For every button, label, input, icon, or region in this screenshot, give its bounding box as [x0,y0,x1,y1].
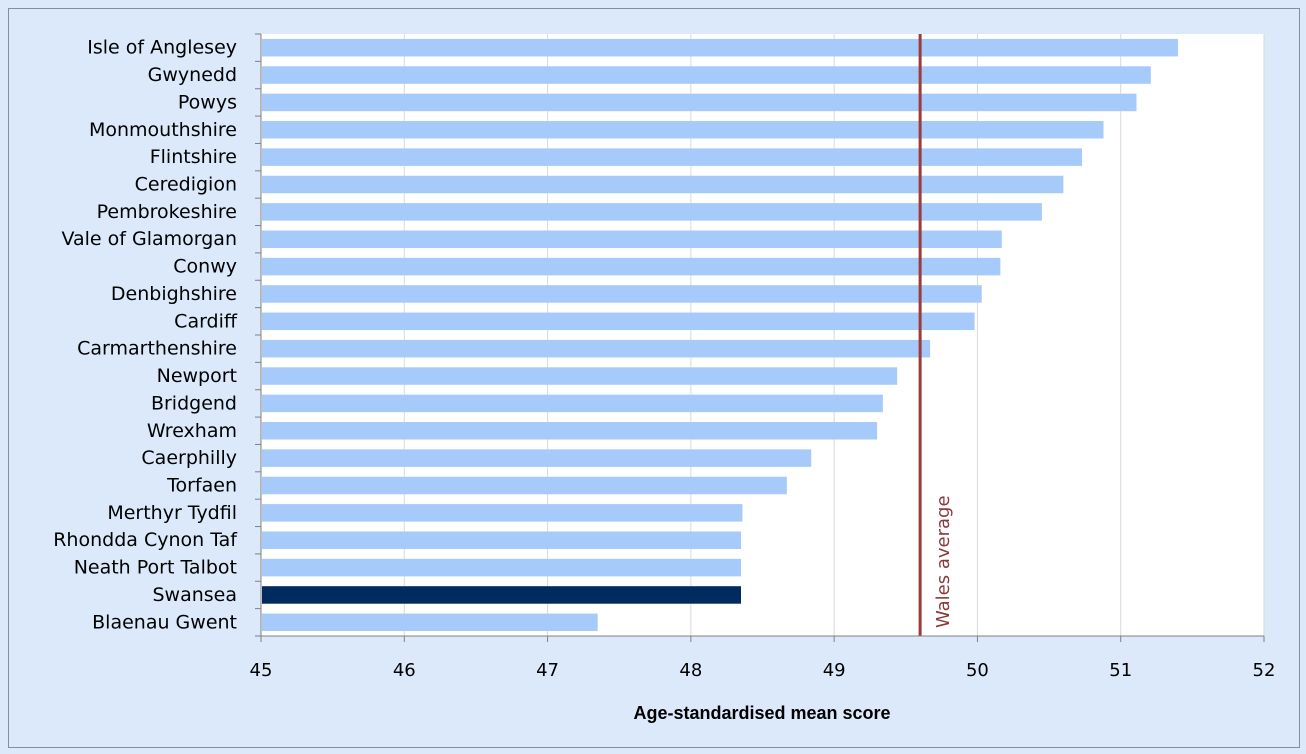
x-tick-label: 47 [536,660,559,681]
category-label: Monmouthshire [89,119,237,141]
category-label: Swansea [152,584,237,606]
bar-monmouthshire [262,121,1104,139]
reference-line-group: Wales average [918,34,954,636]
bar-conwy [262,257,1001,276]
category-label: Torfaen [166,475,237,497]
bar-rhondda-cynon-taf [262,531,742,549]
bar-torfaen [262,476,787,495]
bar-newport [262,367,898,385]
category-label: Gwynedd [148,64,237,86]
category-label: Cardiff [174,310,238,332]
x-tick-label: 52 [1253,660,1276,681]
bar-vale-of-glamorgan [262,230,1002,248]
category-label: Pembrokeshire [97,201,237,223]
wales-average-label: Wales average [933,495,954,628]
bar-isle-of-anglesey [262,38,1179,57]
bar-powys [262,93,1137,112]
category-label: Isle of Anglesey [87,37,237,59]
bar-gwynedd [262,66,1151,84]
bar-denbighshire [262,285,982,303]
category-label: Vale of Glamorgan [61,228,237,250]
category-label: Newport [157,365,237,387]
x-tick-label: 49 [823,660,846,681]
bar-swansea [262,586,742,604]
category-label: Blaenau Gwent [92,611,237,633]
x-tick-label: 48 [679,660,702,681]
category-label: Ceredigion [135,174,237,196]
x-axis-title: Age-standardised mean score [633,703,890,723]
category-label: Bridgend [151,392,237,414]
category-label: Merthyr Tydfil [107,502,237,524]
bars [262,38,1179,632]
x-tick-label: 46 [393,660,416,681]
x-tick-label: 50 [966,660,989,681]
category-label: Rhondda Cynon Taf [53,529,238,551]
bar-neath-port-talbot [262,558,742,577]
bar-flintshire [262,148,1083,166]
bar-carmarthenshire [262,339,931,358]
category-label: Denbighshire [111,283,237,305]
x-tick-label: 45 [250,660,273,681]
category-label: Conwy [173,256,237,278]
bar-pembrokeshire [262,203,1042,221]
bar-merthyr-tydfil [262,504,743,522]
category-labels: Isle of Anglesey Gwynedd Powys Monmouthshir… [53,37,238,634]
category-label: Caerphilly [141,447,237,469]
bar-caerphilly [262,449,812,467]
bar-ceredigion [262,175,1064,194]
x-tick-label: 51 [1109,660,1132,681]
category-label: Carmarthenshire [77,338,237,360]
category-label: Neath Port Talbot [74,557,237,579]
bar-wrexham [262,422,878,440]
x-tick-labels: 45 46 47 48 49 50 51 52 [250,660,1276,681]
bar-blaenau-gwent [262,613,598,632]
bar-cardiff [262,312,975,331]
category-label: Flintshire [150,146,237,168]
axes [255,33,1265,642]
bar-bridgend [262,394,883,413]
category-label: Powys [178,91,237,113]
category-label: Wrexham [147,420,237,442]
